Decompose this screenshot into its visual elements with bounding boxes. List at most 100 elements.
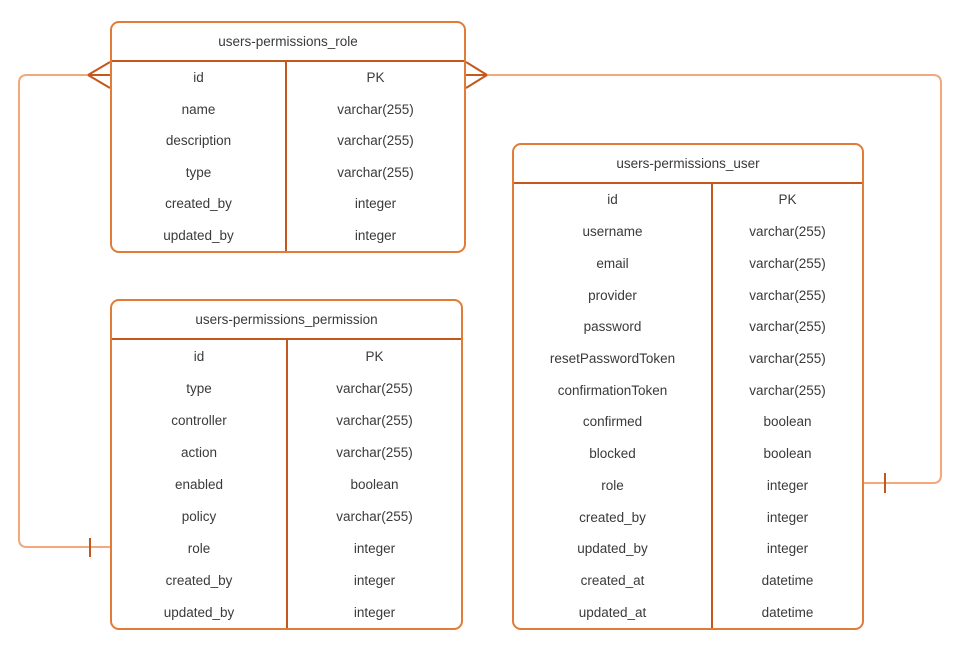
table-row: action varchar(255): [112, 436, 461, 468]
field-name: username: [514, 215, 713, 248]
field-name: created_at: [514, 564, 713, 597]
table-row: role integer: [514, 469, 862, 502]
field-type: varchar(255): [336, 508, 413, 524]
field-name: resetPasswordToken: [514, 342, 713, 375]
field-type: integer: [353, 540, 396, 556]
field-type: varchar(255): [749, 319, 826, 335]
field-name: email: [514, 247, 713, 280]
field-type: boolean: [350, 476, 399, 492]
table-row: blocked boolean: [514, 437, 862, 470]
table-row: confirmed boolean: [514, 406, 862, 438]
table-row: role integer: [112, 532, 461, 564]
field-name: id: [514, 184, 713, 216]
field-name: confirmed: [514, 406, 713, 438]
table-row: type varchar(255): [112, 156, 464, 188]
field-type: integer: [353, 572, 396, 588]
field-name: updated_by: [112, 596, 288, 628]
table-row: id PK: [112, 340, 461, 372]
table-row: provider varchar(255): [514, 279, 862, 311]
table-field-list: id PK name varchar(255) description varc…: [112, 62, 464, 251]
table-row: password varchar(255): [514, 310, 862, 343]
field-type: varchar(255): [336, 444, 413, 460]
table-title: users-permissions_permission: [112, 301, 461, 340]
table-row: enabled boolean: [112, 468, 461, 500]
table-row: resetPasswordToken varchar(255): [514, 342, 862, 375]
field-type: varchar(255): [749, 255, 826, 271]
field-name: updated_by: [112, 219, 287, 251]
field-type: varchar(255): [337, 164, 414, 180]
table-row: name varchar(255): [112, 93, 464, 125]
table-row: id PK: [112, 62, 464, 94]
table-row: created_by integer: [112, 564, 461, 596]
entity-table-user: users-permissions_user id PK username va…: [512, 143, 864, 630]
crow-foot-many-icon: [87, 61, 111, 89]
table-row: created_at datetime: [514, 564, 862, 597]
field-type: integer: [354, 196, 397, 212]
field-name: blocked: [514, 437, 713, 470]
table-row: email varchar(255): [514, 247, 862, 280]
field-name: provider: [514, 279, 713, 311]
table-field-list: id PK username varchar(255) email varcha…: [514, 184, 862, 629]
field-name: name: [112, 93, 287, 125]
field-type: varchar(255): [749, 382, 826, 398]
field-name: password: [514, 310, 713, 343]
field-type: integer: [354, 227, 397, 243]
field-type: varchar(255): [336, 412, 413, 428]
field-type: varchar(255): [749, 350, 826, 366]
field-name: description: [112, 125, 287, 157]
field-name: updated_by: [514, 532, 713, 565]
field-type: PK: [365, 348, 384, 364]
field-name: confirmationToken: [514, 374, 713, 407]
table-row: updated_by integer: [514, 532, 862, 565]
table-row: type varchar(255): [112, 372, 461, 404]
table-row: policy varchar(255): [112, 500, 461, 532]
field-name: controller: [112, 404, 288, 436]
field-name: created_by: [112, 564, 288, 596]
field-type: integer: [766, 541, 809, 557]
field-name: type: [112, 372, 288, 404]
field-type: datetime: [761, 604, 814, 620]
field-type: varchar(255): [749, 287, 826, 303]
field-type: varchar(255): [336, 380, 413, 396]
field-type: PK: [366, 70, 385, 86]
field-type: PK: [778, 192, 797, 208]
relationship-role-permission-line: [18, 74, 110, 548]
field-name: enabled: [112, 468, 288, 500]
field-name: updated_at: [514, 596, 713, 629]
field-type: varchar(255): [749, 224, 826, 240]
field-type: datetime: [761, 572, 814, 588]
field-type: boolean: [763, 414, 812, 430]
field-type: varchar(255): [337, 101, 414, 117]
table-row: updated_by integer: [112, 596, 461, 628]
crow-foot-many-icon: [465, 61, 488, 89]
field-type: varchar(255): [337, 133, 414, 149]
table-row: description varchar(255): [112, 125, 464, 157]
field-name: policy: [112, 500, 288, 532]
entity-table-permission: users-permissions_permission id PK type …: [110, 299, 463, 630]
field-type: integer: [766, 477, 809, 493]
table-title: users-permissions_user: [514, 145, 862, 184]
table-field-list: id PK type varchar(255) controller varch…: [112, 340, 461, 628]
field-name: created_by: [514, 501, 713, 533]
field-name: role: [514, 469, 713, 502]
table-title: users-permissions_role: [112, 23, 464, 62]
field-name: id: [112, 62, 287, 94]
table-row: controller varchar(255): [112, 404, 461, 436]
table-row: created_by integer: [112, 188, 464, 220]
field-type: boolean: [763, 446, 812, 462]
table-row: confirmationToken varchar(255): [514, 374, 862, 407]
table-row: updated_by integer: [112, 219, 464, 251]
field-name: created_by: [112, 188, 287, 220]
field-name: type: [112, 156, 287, 188]
table-row: updated_at datetime: [514, 596, 862, 629]
table-row: username varchar(255): [514, 215, 862, 248]
table-row: created_by integer: [514, 501, 862, 533]
entity-table-role: users-permissions_role id PK name varcha…: [110, 21, 466, 253]
field-type: integer: [353, 604, 396, 620]
field-name: role: [112, 532, 288, 564]
table-row: id PK: [514, 184, 862, 216]
field-name: action: [112, 436, 288, 468]
field-type: integer: [766, 509, 809, 525]
field-name: id: [112, 340, 288, 372]
